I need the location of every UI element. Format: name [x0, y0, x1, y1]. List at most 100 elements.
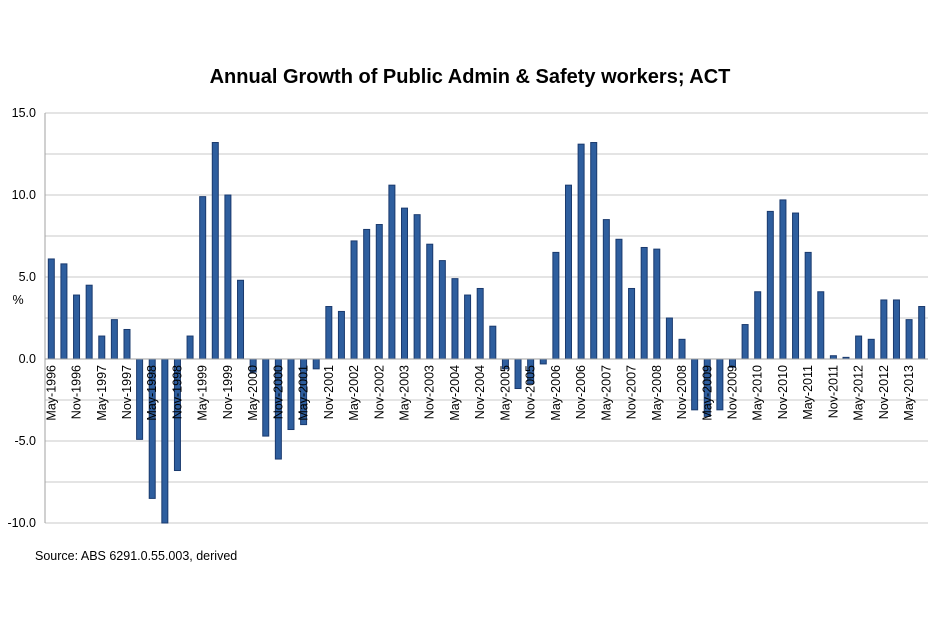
x-tick-label: May-2011: [801, 365, 815, 420]
x-tick-label: May-2013: [902, 365, 916, 421]
y-axis-label: %: [12, 293, 23, 307]
x-tick-label: Nov-2001: [322, 365, 336, 419]
bar: [779, 199, 787, 360]
bar: [867, 338, 875, 360]
bar: [161, 358, 169, 524]
bar: [438, 260, 446, 360]
x-tick-label: May-2006: [549, 365, 563, 421]
x-tick-label: May-1999: [196, 365, 210, 421]
bar: [804, 251, 812, 360]
bar: [47, 258, 55, 360]
y-tick-label: 15.0: [12, 106, 36, 120]
x-tick-label: Nov-2002: [372, 365, 386, 419]
bar: [754, 291, 762, 360]
x-tick-label: Nov-2010: [776, 365, 790, 419]
bar: [489, 325, 497, 360]
bar: [73, 294, 81, 360]
bar: [110, 319, 118, 360]
x-tick-label: Nov-2011: [826, 365, 840, 418]
bar: [628, 287, 636, 360]
x-tick-label: Nov-1996: [70, 365, 84, 419]
x-tick-label: Nov-2009: [725, 365, 739, 419]
bar: [590, 142, 598, 360]
bar: [514, 358, 522, 390]
x-tick-label: Nov-1999: [221, 365, 235, 419]
bar: [60, 263, 68, 360]
x-tick-label: May-1997: [95, 365, 109, 421]
bar: [237, 279, 245, 360]
bar: [792, 212, 800, 360]
x-tick-label: Nov-1998: [170, 365, 184, 419]
bar: [388, 184, 396, 360]
bar: [640, 246, 648, 360]
bar: [136, 358, 144, 440]
bar: [262, 358, 270, 437]
y-tick-label: 0.0: [19, 352, 36, 366]
x-tick-label: May-2005: [498, 365, 512, 421]
x-tick-label: Nov-2008: [675, 365, 689, 419]
x-tick-label: May-2004: [448, 365, 462, 421]
bar: [337, 310, 345, 360]
bar: [716, 358, 724, 411]
bar: [325, 306, 333, 360]
x-tick-label: May-2000: [246, 365, 260, 421]
bar: [123, 328, 131, 360]
bar: [766, 210, 774, 360]
bar: [905, 319, 913, 360]
bar: [577, 143, 585, 360]
bar: [552, 251, 560, 360]
bar: [312, 358, 320, 370]
bar: [691, 358, 699, 411]
bar: [476, 287, 484, 360]
bar: [401, 207, 409, 360]
bar: [918, 306, 926, 360]
x-tick-label: May-2001: [297, 365, 311, 421]
bar: [615, 238, 623, 360]
bar: [85, 284, 93, 360]
y-tick-label: 10.0: [12, 188, 36, 202]
bar: [602, 219, 610, 360]
y-tick-label: -5.0: [14, 434, 36, 448]
source-note: Source: ABS 6291.0.55.003, derived: [35, 549, 238, 563]
bar: [741, 324, 749, 360]
bar: [186, 335, 194, 360]
y-tick-label: -10.0: [8, 516, 37, 530]
bar: [665, 317, 673, 360]
x-tick-label: Nov-2005: [524, 365, 538, 419]
x-tick-label: May-2003: [398, 365, 412, 421]
bar: [855, 335, 863, 360]
bar: [350, 240, 358, 360]
chart-title: Annual Growth of Public Admin & Safety w…: [209, 66, 731, 88]
x-tick-label: Nov-2006: [574, 365, 588, 419]
bar: [375, 224, 383, 360]
x-tick-label: Nov-2000: [271, 365, 285, 419]
x-tick-label: May-2009: [700, 365, 714, 421]
bar: [451, 278, 459, 360]
bar: [224, 194, 232, 360]
bar: [678, 338, 686, 360]
bar: [363, 228, 371, 360]
x-tick-label: Nov-2007: [625, 365, 639, 419]
bar: [464, 294, 472, 360]
x-tick-label: May-2002: [347, 365, 361, 421]
x-tick-label: May-1998: [145, 365, 159, 421]
y-tick-label: 5.0: [19, 270, 36, 284]
bar: [653, 248, 661, 360]
bar: [817, 291, 825, 360]
bar: [287, 358, 295, 431]
x-tick-label: May-2012: [852, 365, 866, 421]
bar: [539, 358, 547, 365]
x-tick-label: Nov-2004: [473, 365, 487, 419]
x-tick-label: Nov-1997: [120, 365, 134, 419]
x-tick-label: May-2010: [751, 365, 765, 421]
bar: [426, 243, 434, 360]
bar: [98, 335, 106, 360]
bar: [413, 214, 421, 360]
x-tick-label: May-2007: [599, 365, 613, 421]
x-tick-label: May-1996: [44, 365, 58, 421]
bar: [564, 184, 572, 360]
x-tick-label: Nov-2003: [423, 365, 437, 419]
x-tick-label: Nov-2012: [877, 365, 891, 419]
